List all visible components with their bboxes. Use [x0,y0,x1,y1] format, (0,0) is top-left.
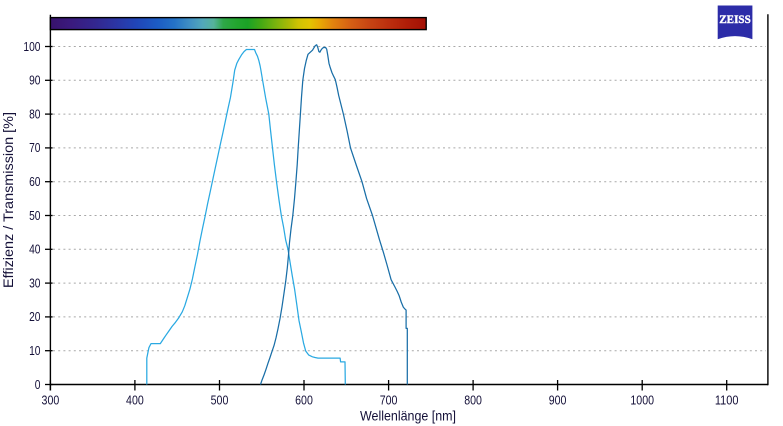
svg-text:300: 300 [42,394,60,408]
svg-text:Effizienz / Transmission [%]: Effizienz / Transmission [%] [1,112,16,288]
svg-text:1100: 1100 [715,394,739,408]
svg-text:500: 500 [211,394,229,408]
svg-text:40: 40 [29,243,40,257]
svg-text:10: 10 [29,344,40,358]
svg-text:0: 0 [35,378,41,392]
svg-text:20: 20 [29,310,40,324]
svg-text:70: 70 [29,141,40,155]
svg-text:Wellenlänge [nm]: Wellenlänge [nm] [360,409,456,424]
svg-text:50: 50 [29,209,40,223]
svg-text:400: 400 [126,394,144,408]
svg-text:100: 100 [23,40,40,54]
svg-text:90: 90 [29,74,40,88]
svg-text:60: 60 [29,175,40,189]
svg-text:ZEISS: ZEISS [719,12,751,26]
svg-text:80: 80 [29,107,40,121]
svg-text:30: 30 [29,276,40,290]
svg-text:600: 600 [295,394,313,408]
svg-text:900: 900 [549,394,567,408]
svg-text:700: 700 [380,394,398,408]
svg-text:1000: 1000 [630,394,654,408]
svg-text:800: 800 [464,394,482,408]
